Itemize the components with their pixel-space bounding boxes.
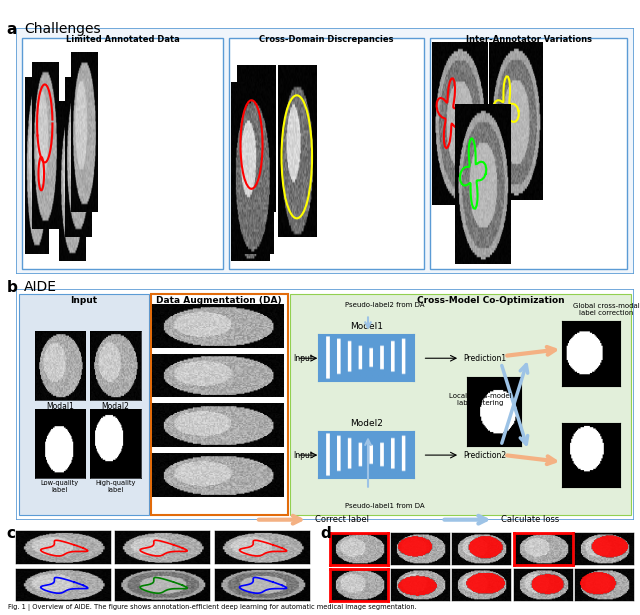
FancyBboxPatch shape — [289, 294, 630, 515]
Text: Prediction1: Prediction1 — [463, 354, 507, 363]
Text: Input: Input — [70, 296, 97, 305]
Text: Modal1: Modal1 — [46, 402, 74, 411]
FancyBboxPatch shape — [229, 38, 424, 269]
Text: d: d — [320, 526, 331, 541]
FancyBboxPatch shape — [150, 294, 288, 515]
Text: Correct label: Correct label — [316, 515, 369, 524]
FancyBboxPatch shape — [22, 38, 223, 269]
Text: Local cross-model
label filtering: Local cross-model label filtering — [449, 393, 512, 407]
FancyBboxPatch shape — [430, 38, 627, 269]
Text: Challenges: Challenges — [24, 22, 101, 36]
Text: Input: Input — [293, 451, 313, 459]
FancyBboxPatch shape — [19, 294, 148, 515]
Text: Inter-Annotator Variations: Inter-Annotator Variations — [466, 35, 591, 44]
Text: AIDE: AIDE — [24, 280, 58, 294]
FancyBboxPatch shape — [16, 28, 634, 274]
Text: Calculate loss: Calculate loss — [501, 515, 559, 524]
Text: Cross-Domain Discrepancies: Cross-Domain Discrepancies — [259, 35, 394, 44]
Text: Low-quality
label: Low-quality label — [41, 480, 79, 493]
Text: a: a — [6, 22, 17, 36]
Text: Model1: Model1 — [350, 322, 383, 331]
FancyBboxPatch shape — [16, 289, 634, 520]
Text: Prediction2: Prediction2 — [463, 451, 507, 459]
Text: Global cross-modal
label correction: Global cross-modal label correction — [573, 303, 640, 316]
Text: c: c — [6, 526, 15, 541]
Text: b: b — [6, 280, 17, 295]
Text: Pseudo-label2 from DA: Pseudo-label2 from DA — [346, 302, 425, 308]
Text: Limited Annotated Data: Limited Annotated Data — [66, 35, 179, 44]
Text: Modal2: Modal2 — [102, 402, 129, 411]
Text: Pseudo-label1 from DA: Pseudo-label1 from DA — [345, 503, 425, 509]
Text: High-quality
label: High-quality label — [95, 480, 136, 493]
Text: Cross-Model Co-Optimization: Cross-Model Co-Optimization — [417, 296, 564, 305]
Text: Fig. 1 | Overview of AIDE. The figure shows annotation-efficient deep learning f: Fig. 1 | Overview of AIDE. The figure sh… — [8, 604, 417, 611]
Text: Input: Input — [293, 354, 313, 363]
Text: Model2: Model2 — [350, 419, 383, 428]
Text: Data Augmentation (DA): Data Augmentation (DA) — [156, 296, 282, 305]
